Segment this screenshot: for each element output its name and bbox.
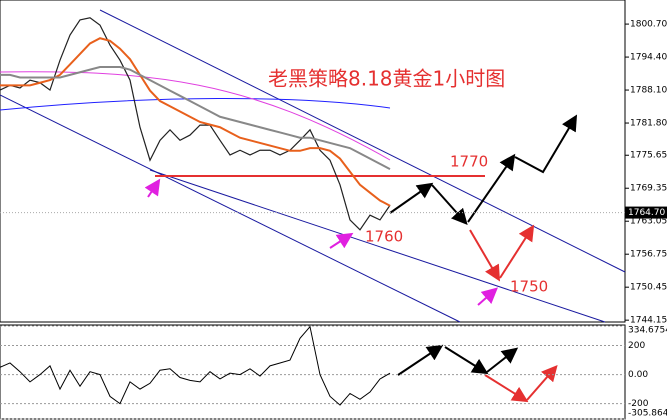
y-tick-label: 1744.15: [630, 316, 667, 326]
chart-title: 老黑策略8.18黄金1小时图: [268, 67, 505, 91]
annotation: 1750: [510, 278, 548, 296]
price-line: [0, 17, 391, 231]
y-tick-label: 0.00: [628, 370, 648, 380]
last-price-label: 1764.70: [628, 208, 665, 218]
y-tick-label: 1788.10: [630, 86, 667, 96]
y-tick-label: 1769.35: [630, 184, 667, 194]
price-line: [0, 66, 391, 171]
price-line: [0, 37, 391, 207]
y-tick-label: 1781.80: [630, 119, 667, 129]
y-tick-label: 1775.65: [630, 151, 667, 161]
main-frame: [0, 0, 626, 323]
price-line: [0, 325, 391, 406]
channel: [0, 9, 626, 323]
alt-arrows: [469, 224, 558, 403]
annotation: 1770: [450, 153, 488, 171]
y-tick-label: -305.864: [628, 409, 667, 419]
y-tick-label: 1794.40: [630, 53, 667, 63]
y-tick-label: 1763.05: [630, 217, 667, 227]
y-tick-label: 334.6754: [628, 326, 667, 336]
annotation: 1760: [365, 228, 403, 246]
y-tick-label: 1800.70: [630, 20, 667, 30]
forecast-arrows: [389, 114, 578, 376]
y-tick-label: 1750.45: [630, 283, 667, 293]
pointer-arrows: [144, 178, 498, 306]
ma-line: [0, 71, 391, 161]
y-tick-label: 1756.75: [630, 250, 667, 260]
y-tick-label: -200: [628, 399, 649, 409]
y-tick-label: 200: [628, 341, 645, 351]
last-price-box: [625, 206, 667, 219]
